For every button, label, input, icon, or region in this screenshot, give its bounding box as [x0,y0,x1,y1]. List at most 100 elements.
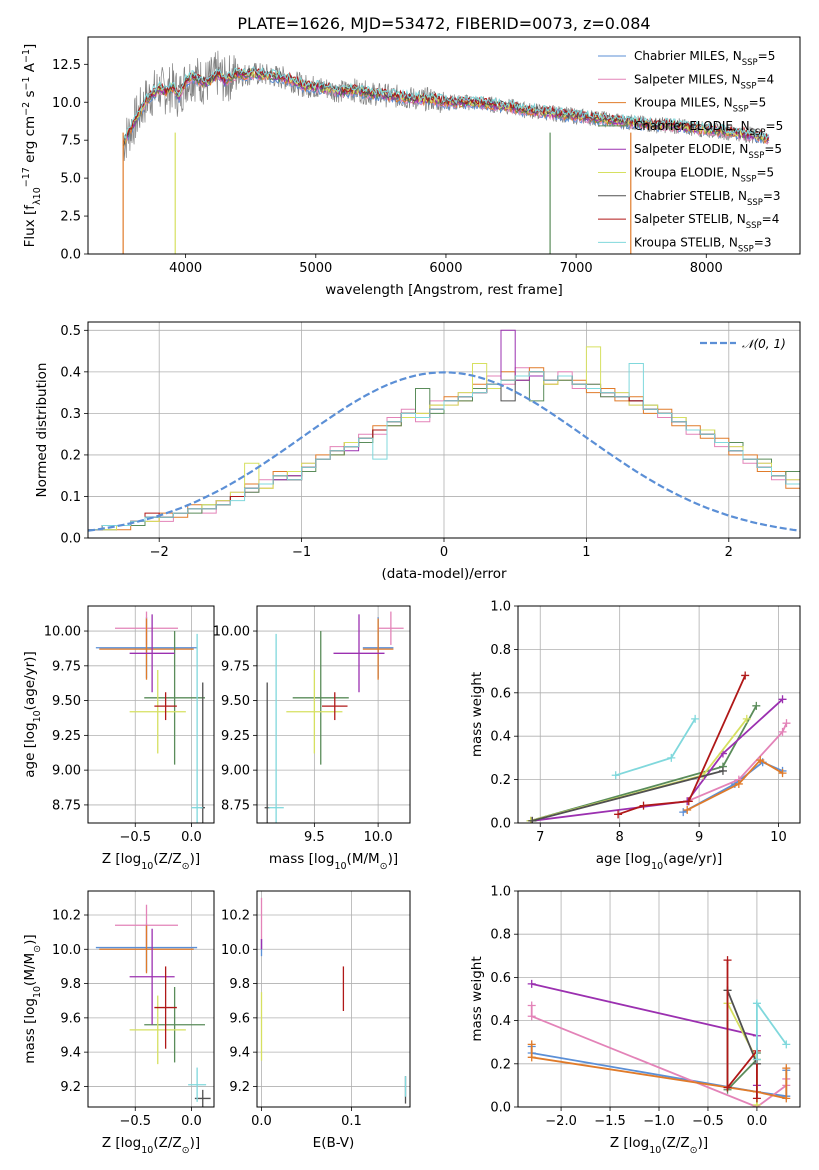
legend-entry: Chabrier STELIB, NSSP=3 [634,189,781,208]
legend-entry: Salpeter ELODIE, NSSP=5 [634,142,782,161]
mass-weight-line [686,758,783,811]
mass-weight-marker [691,714,700,723]
y-tick-label: 0.3 [60,407,81,422]
legend-entry: Chabrier MILES, NSSP=5 [634,49,775,68]
age-vs-Z-panel: −0.5 0.0 8.75 9.00 9.25 9.50 9.75 10.00 Z [log10… [22,605,215,872]
mass-weight-marker [778,769,787,778]
y-tick-label: 0.8 [490,928,511,943]
mass-weight-marker [778,727,787,736]
spectrum-legend: Chabrier MILES, NSSP=5 Salpeter MILES, NS… [598,49,783,254]
x-tick-label: 4000 [169,261,202,276]
residual-histogram [88,371,800,531]
mass-weight-marker [527,1001,536,1010]
residual-histogram [88,367,800,531]
axes-frame [256,890,411,1108]
mass-weight-marker [684,797,693,806]
y-axis-label: age [log10(age/yr)] [22,651,43,777]
axes-frame [256,605,411,824]
axes-frame [87,36,801,255]
legend-entry: Kroupa ELODIE, NSSP=5 [634,166,774,185]
x-tick-label: 0 [440,545,448,560]
y-tick-label: 1.0 [490,600,511,615]
x-tick-label: 0.1 [341,1114,362,1129]
y-tick-label: 0.4 [60,365,81,380]
axes-frame [87,321,801,539]
y-tick-label: 9.6 [60,1011,81,1026]
y-axis-label: mass weight [469,672,485,757]
y-axis-label: Normed distribution [34,363,50,498]
y-tick-label: 0.0 [60,532,81,547]
mass-weight-marker [527,1040,536,1049]
x-tick-label: 8 [616,830,624,845]
y-tick-label: 9.4 [229,1046,250,1061]
mass-weight-line [726,990,758,1092]
x-tick-label: 10.0 [364,830,393,845]
x-tick-label: −0.5 [119,830,151,845]
gaussian-curve [88,371,800,532]
x-tick-label: 9.5 [304,830,325,845]
y-tick-label: 9.00 [52,764,81,779]
y-tick-label: 0.1 [60,490,81,505]
x-axis-label: wavelength [Angstrom, rest frame] [325,282,563,298]
x-tick-label: 6000 [429,261,462,276]
x-tick-label: −2 [150,545,169,560]
x-tick-label: 0.0 [747,1114,768,1129]
y-tick-label: 9.50 [221,694,250,709]
spectrum-panel: 4000 5000 6000 7000 8000 0.0 2.5 5.0 7.5 10.0 12.5… [21,36,801,298]
y-tick-label: 0.2 [60,448,81,463]
mass-weight-marker [778,695,787,704]
mass-weight-marker [741,671,750,680]
mass-weight-line [532,770,724,822]
mass-weight-marker [782,1094,791,1103]
axes-frame [87,890,215,1108]
x-tick-label: −1.0 [643,1114,675,1129]
y-tick-label: 9.75 [221,659,250,674]
mass-weight-marker [527,979,536,988]
y-axis-label: mass [log10(M/M⊙)] [22,934,43,1063]
y-tick-label: 8.75 [221,798,250,813]
y-tick-label: 9.25 [52,729,81,744]
mass-weight-line [726,990,758,1065]
mass-weight-marker [752,999,761,1008]
y-tick-label: 10.0 [221,943,250,958]
y-tick-label: 9.00 [221,764,250,779]
mass-weight-line [615,718,696,777]
residual-histogram [88,371,800,531]
mass-weight-marker [782,719,791,728]
mass-weight-marker [734,779,743,788]
y-tick-label: 9.2 [60,1080,81,1095]
x-tick-label: −1 [292,545,311,560]
x-axis-label: Z [log10(Z/Z⊙)] [102,851,200,872]
mass-weight-marker [782,1064,791,1073]
y-tick-label: 5.0 [60,172,81,187]
legend-entry: Kroupa STELIB, NSSP=3 [634,235,772,254]
y-tick-label: 9.2 [229,1080,250,1095]
axes-frame [517,890,801,1108]
y-tick-label: 10.0 [52,943,81,958]
mass-weight-marker [752,701,761,710]
legend-entry: Kroupa MILES, NSSP=5 [634,96,766,115]
y-tick-label: 0.0 [490,817,511,832]
mass-weight-line [686,722,788,803]
mass-weight-line [532,698,784,822]
y-tick-label: 7.5 [60,134,81,149]
mass-weight-marker [723,1083,732,1092]
residuals-panel: −2 −1 0 1 2 0.0 0.1 0.2 0.3 0.4 0.5 (data-model)/er… [34,321,801,582]
legend-entry: 𝒩(0, 1) [742,337,786,351]
y-tick-label: 0.6 [490,686,511,701]
mass-weight-marker [742,714,751,723]
y-tick-label: 9.6 [229,1011,250,1026]
mass-weight-marker [639,801,648,810]
y-tick-label: 0.5 [60,324,81,339]
x-tick-label: 8000 [690,261,723,276]
mass-weight-marker [683,805,692,814]
y-tick-label: 2.5 [60,210,81,225]
mass-weight-marker [782,1040,791,1049]
x-tick-label: −0.5 [119,1114,151,1129]
x-axis-label: E(B-V) [313,1135,355,1151]
axes-frame [517,605,801,824]
x-tick-label: −2.0 [545,1114,577,1129]
age-vs-mass-panel: 9.5 10.0 8.75 9.00 9.25 9.50 9.75 10.00 mass [lo… [213,605,411,872]
x-tick-label: 9 [695,830,703,845]
x-tick-label: 10 [770,830,787,845]
